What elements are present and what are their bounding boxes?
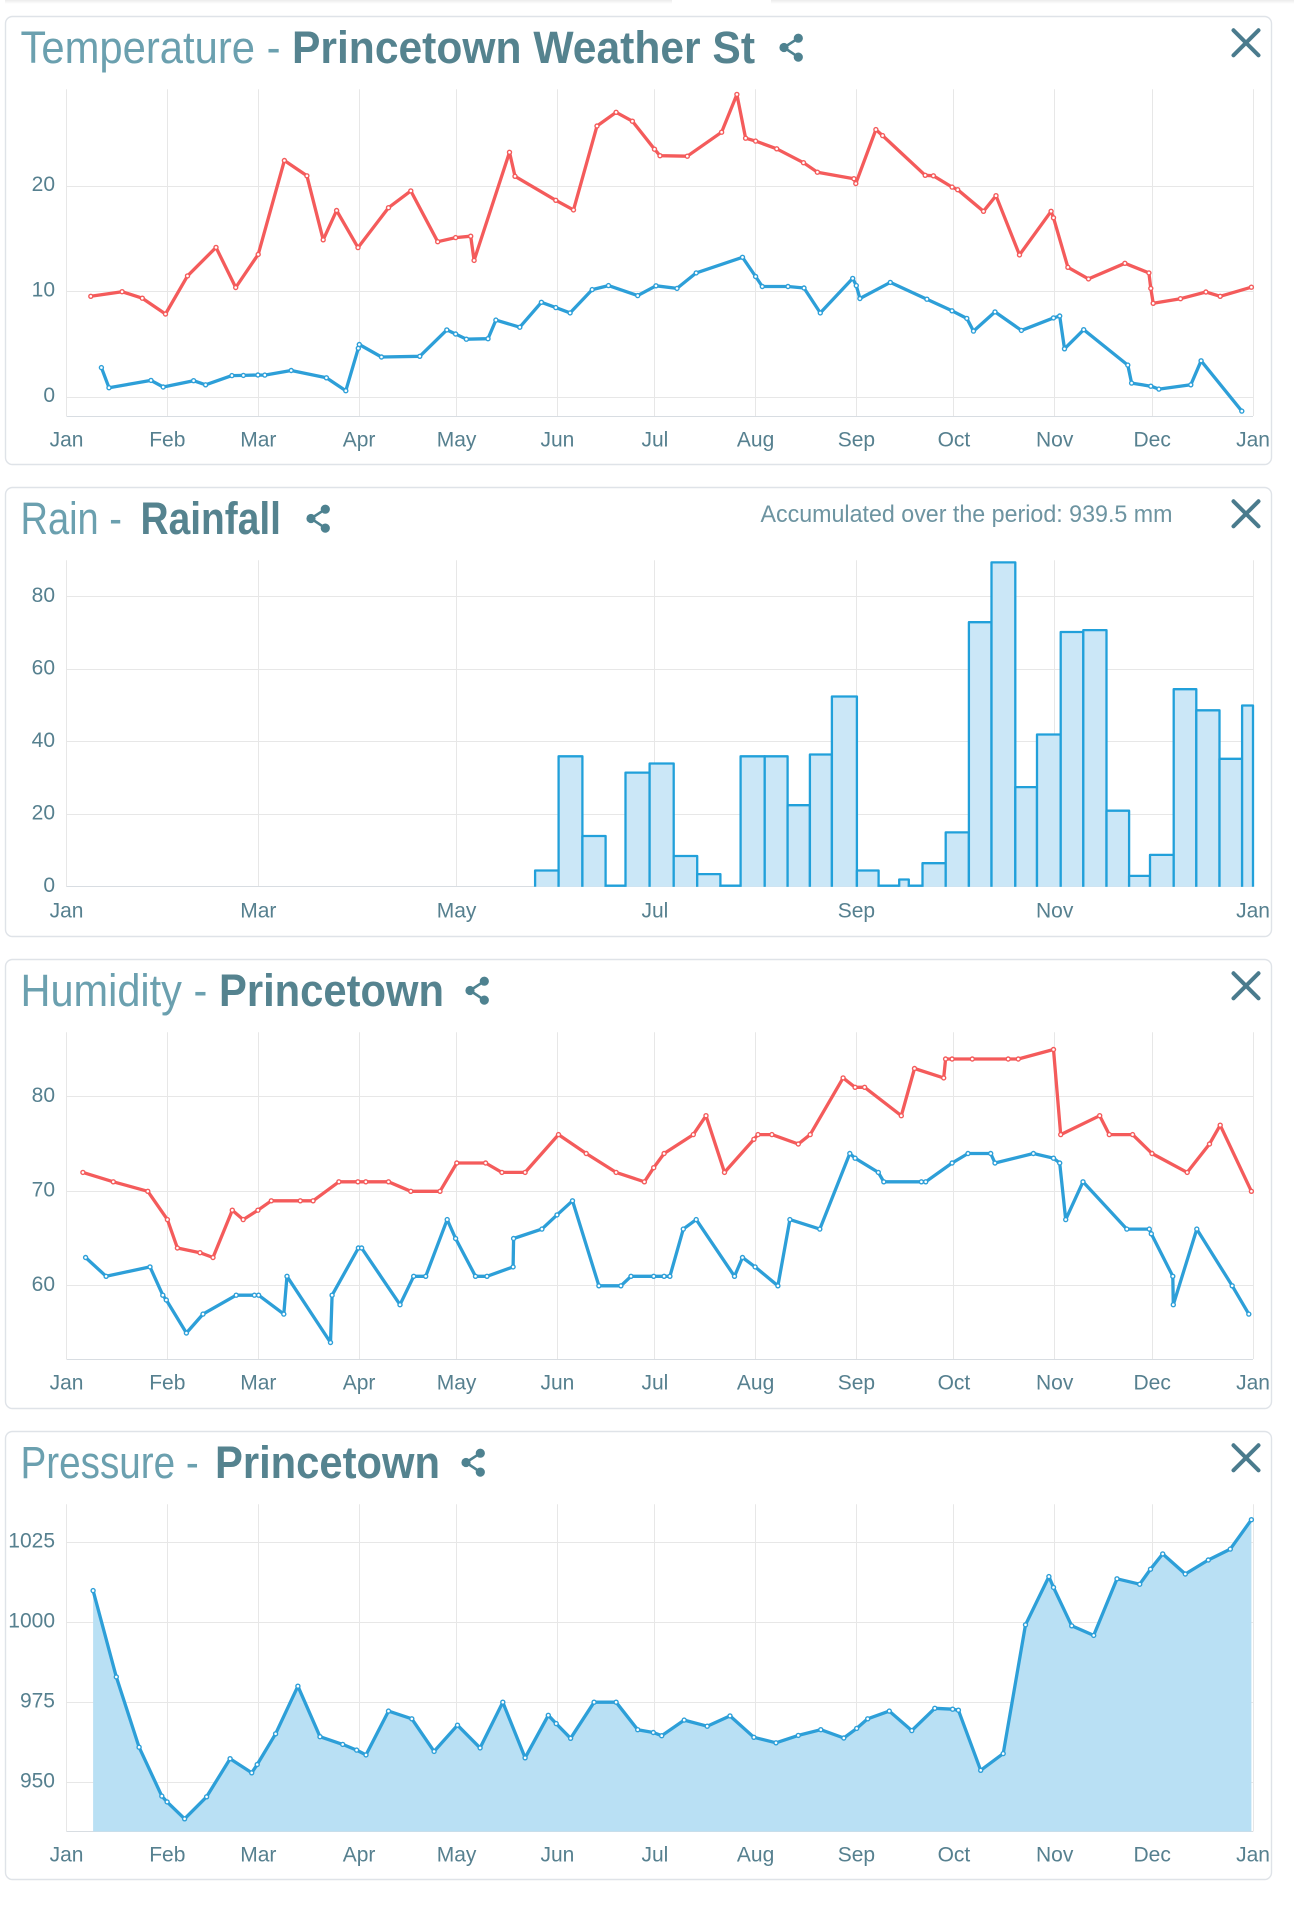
svg-text:Jun: Jun [540,1844,574,1867]
svg-text:Jan: Jan [50,429,84,452]
svg-text:Jan: Jan [1236,429,1270,452]
svg-text:950: 950 [20,1769,55,1792]
svg-text:Aug: Aug [737,1372,774,1395]
svg-text:Nov: Nov [1036,1372,1074,1395]
svg-text:Nov: Nov [1036,429,1074,452]
svg-text:Dec: Dec [1134,1372,1171,1395]
svg-text:Rain -: Rain - [21,493,133,544]
svg-text:Feb: Feb [149,429,185,452]
svg-text:Feb: Feb [149,1844,185,1867]
svg-text:80: 80 [32,584,55,607]
svg-text:Jan: Jan [50,1372,84,1395]
svg-text:Sep: Sep [838,1372,875,1395]
svg-text:Feb: Feb [149,1372,185,1395]
svg-text:Apr: Apr [343,1372,376,1395]
svg-text:Mar: Mar [240,1372,276,1395]
svg-text:Rainfall: Rainfall [141,493,282,544]
svg-text:975: 975 [20,1690,55,1713]
svg-text:Mar: Mar [240,900,276,923]
svg-text:Princetown Weather St: Princetown Weather St [292,22,755,73]
svg-text:Princetown: Princetown [219,965,444,1016]
svg-text:60: 60 [32,1273,55,1296]
svg-text:80: 80 [32,1084,55,1107]
svg-text:May: May [437,1844,477,1867]
svg-text:60: 60 [32,656,55,679]
svg-text:Jun: Jun [540,429,574,452]
svg-text:Mar: Mar [240,1844,276,1867]
svg-text:Apr: Apr [343,1844,376,1867]
svg-text:Sep: Sep [838,1844,875,1867]
svg-text:Nov: Nov [1036,1844,1074,1867]
svg-text:Apr: Apr [343,429,376,452]
svg-text:0: 0 [43,384,55,407]
svg-text:Nov: Nov [1036,900,1074,923]
svg-text:May: May [437,429,477,452]
svg-text:Aug: Aug [737,1844,774,1867]
svg-text:20: 20 [32,801,55,824]
svg-text:Jan: Jan [50,1844,84,1867]
svg-text:Jan: Jan [50,900,84,923]
svg-text:Sep: Sep [838,900,875,923]
svg-text:10: 10 [32,279,55,302]
svg-text:40: 40 [32,729,55,752]
svg-text:Temperature -: Temperature - [21,22,293,73]
svg-text:Jun: Jun [540,1372,574,1395]
svg-text:Humidity -: Humidity - [21,965,219,1016]
svg-text:Jul: Jul [641,1844,668,1867]
svg-text:Jan: Jan [1236,1372,1270,1395]
svg-text:Princetown: Princetown [215,1437,440,1488]
svg-text:Oct: Oct [938,1844,971,1867]
svg-text:Mar: Mar [240,429,276,452]
svg-text:Jul: Jul [641,1372,668,1395]
svg-text:0: 0 [43,874,55,897]
svg-text:Accumulated over the period: 9: Accumulated over the period: 939.5 mm [761,501,1173,528]
svg-text:Jan: Jan [1236,1844,1270,1867]
svg-text:20: 20 [32,173,55,196]
svg-text:Jan: Jan [1236,900,1270,923]
svg-text:Jul: Jul [641,900,668,923]
svg-text:Dec: Dec [1134,429,1171,452]
svg-text:Oct: Oct [938,1372,971,1395]
svg-text:70: 70 [32,1178,55,1201]
svg-text:Aug: Aug [737,429,774,452]
svg-text:1025: 1025 [8,1530,55,1553]
svg-text:Jul: Jul [641,429,668,452]
svg-text:Pressure -: Pressure - [21,1437,210,1488]
svg-text:May: May [437,1372,477,1395]
svg-text:Oct: Oct [938,429,971,452]
svg-text:Dec: Dec [1134,1844,1171,1867]
svg-text:Sep: Sep [838,429,875,452]
svg-text:1000: 1000 [8,1610,55,1633]
svg-text:May: May [437,900,477,923]
